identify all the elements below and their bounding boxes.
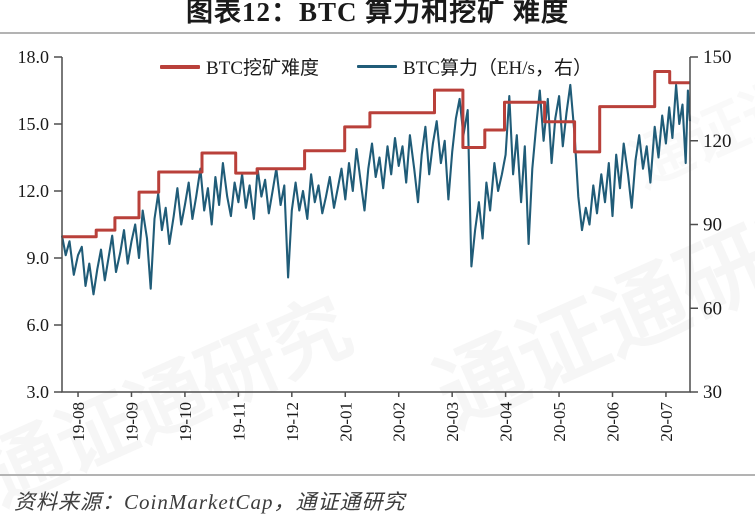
x-axis-tick-label: 20-01 (336, 402, 355, 442)
y-axis-left-tick-label: 9.0 (27, 248, 50, 268)
legend-item-difficulty: BTC挖矿难度 (160, 53, 319, 80)
chart-area: 18.0 15.0 12.0 9.0 6.0 3.0 150 120 90 60 30 19-08 19… (18, 47, 732, 442)
hashrate-line-icon (357, 65, 397, 68)
y-axis-left-tick-label: 3.0 (27, 382, 50, 402)
difficulty-line-icon (160, 64, 201, 69)
x-axis-tick-label: 19-09 (122, 402, 141, 442)
top-separator-rule (0, 32, 755, 34)
x-axis-tick-label: 19-10 (176, 402, 195, 442)
y-axis-right-tick-label: 120 (703, 131, 732, 152)
y-axis-right-tick-label: 150 (703, 47, 732, 68)
bottom-separator-rule (0, 474, 755, 476)
y-axis-right-tick-label: 30 (703, 382, 722, 403)
x-axis-tick-label: 20-06 (604, 402, 623, 442)
y-axis-left-tick-label: 18.0 (18, 47, 50, 67)
x-axis-tick-label: 19-11 (229, 402, 248, 441)
x-axis-tick-label: 20-07 (657, 402, 676, 442)
source-note: 资料来源：CoinMarketCap，通证通研究 (14, 490, 406, 514)
hashrate-line (60, 83, 692, 296)
chart-canvas: 18.0 15.0 12.0 9.0 6.0 3.0 150 120 90 60 30 19-08 19… (18, 47, 732, 442)
legend-label-difficulty: BTC挖矿难度 (206, 58, 319, 79)
y-axis-left-tick-label: 15.0 (18, 114, 50, 134)
x-axis-tick-label: 20-05 (550, 402, 569, 442)
y-axis-right-tick-label: 60 (703, 298, 722, 319)
y-axis-left-tick-label: 12.0 (18, 181, 50, 201)
y-axis-right-tick-label: 90 (703, 215, 722, 236)
legend-item-hashrate: BTC算力（EH/s，右） (357, 53, 592, 80)
x-axis-tick-label: 20-03 (443, 402, 462, 442)
legend-label-hashrate: BTC算力（EH/s，右） (403, 58, 592, 79)
x-axis-tick-label: 20-02 (390, 402, 409, 442)
chart-legend: BTC挖矿难度 BTC算力（EH/s，右） (62, 53, 690, 80)
x-axis-tick-label: 20-04 (497, 402, 516, 442)
x-axis-tick-label: 19-08 (69, 402, 88, 442)
x-axis-tick-label: 19-12 (283, 402, 302, 442)
figure-title: 图表12：BTC 算力和挖矿 难度 (185, 0, 570, 27)
axes (61, 57, 691, 393)
difficulty-line (62, 70, 690, 239)
y-axis-left-tick-label: 6.0 (27, 315, 50, 335)
